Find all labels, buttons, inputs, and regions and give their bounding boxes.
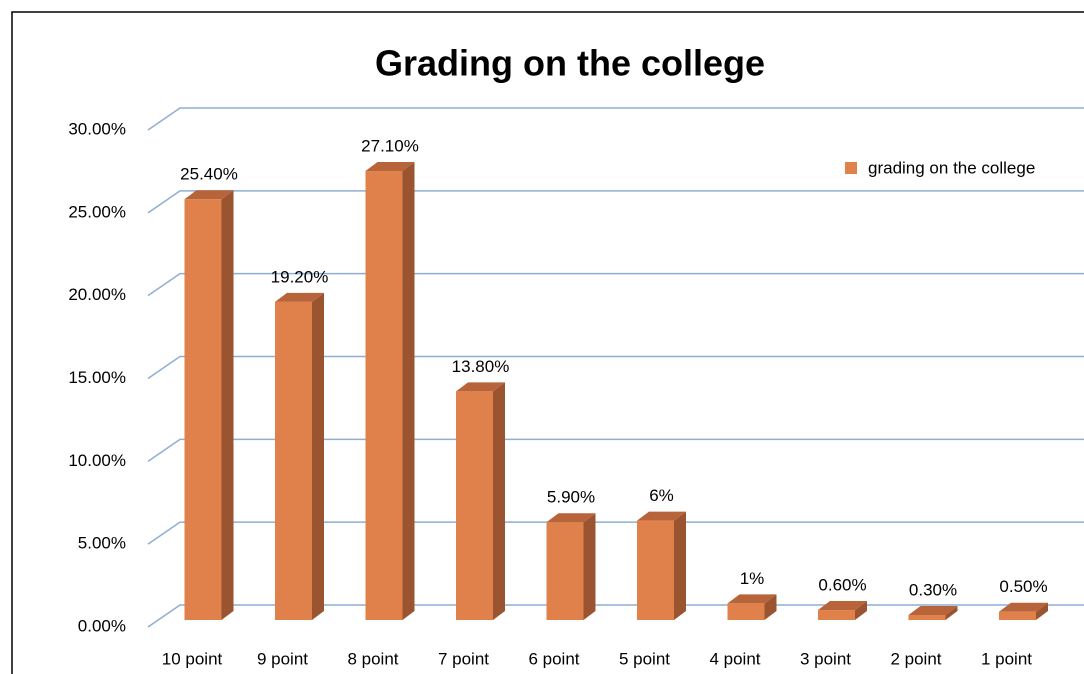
x-tick-label: 2 point bbox=[890, 649, 941, 668]
bar-side bbox=[674, 511, 686, 620]
data-label: 0.50% bbox=[999, 577, 1047, 596]
bar-top bbox=[365, 162, 415, 172]
bar-top bbox=[546, 513, 596, 523]
bar-side bbox=[221, 190, 234, 620]
grid-line bbox=[147, 438, 1084, 462]
bar-side bbox=[402, 162, 415, 620]
data-label: 25.40% bbox=[180, 165, 238, 184]
bar bbox=[908, 606, 958, 620]
y-tick-label: 10.00% bbox=[68, 451, 126, 470]
x-tick-label: 10 point bbox=[162, 649, 223, 668]
y-tick-label: 20.00% bbox=[68, 285, 126, 304]
bar-top bbox=[999, 602, 1048, 612]
data-label: 0.60% bbox=[818, 576, 866, 595]
y-tick-label: 25.00% bbox=[68, 202, 126, 221]
grid-line bbox=[147, 355, 1084, 380]
bar-front bbox=[365, 171, 403, 620]
chart-title: Grading on the college bbox=[375, 43, 765, 84]
bar bbox=[999, 602, 1048, 620]
bar-front bbox=[184, 199, 222, 620]
y-tick-label: 30.00% bbox=[68, 119, 126, 138]
x-tick-label: 7 point bbox=[438, 649, 489, 668]
bar bbox=[637, 511, 686, 620]
bar-side bbox=[583, 513, 596, 620]
data-label: 6% bbox=[649, 486, 674, 505]
bar bbox=[727, 594, 777, 620]
data-label: 1% bbox=[740, 569, 765, 588]
bar-front bbox=[908, 615, 946, 620]
bar bbox=[818, 601, 867, 620]
data-label: 0.30% bbox=[909, 581, 957, 600]
x-tick-label: 4 point bbox=[709, 649, 760, 668]
bar-side bbox=[312, 292, 324, 620]
bar bbox=[275, 292, 324, 620]
x-tick-label: 6 point bbox=[528, 649, 579, 668]
x-tick-label: 1 point bbox=[981, 649, 1032, 668]
data-label: 13.80% bbox=[452, 357, 510, 376]
legend-label: grading on the college bbox=[868, 158, 1035, 177]
grid-line bbox=[147, 190, 1084, 214]
bar-front bbox=[637, 520, 674, 620]
grid-line bbox=[147, 107, 1084, 131]
bar-front bbox=[818, 610, 855, 620]
x-tick-label: 8 point bbox=[347, 649, 398, 668]
bar-top bbox=[818, 601, 867, 611]
bar-top bbox=[456, 382, 505, 392]
bar-side bbox=[945, 606, 958, 620]
bar bbox=[365, 162, 415, 620]
data-label: 27.10% bbox=[361, 137, 419, 156]
bar bbox=[184, 190, 234, 620]
x-tick-label: 9 point bbox=[257, 649, 308, 668]
bar-side bbox=[1036, 602, 1048, 620]
bar bbox=[456, 382, 505, 620]
bar-front bbox=[727, 603, 765, 620]
bar-front bbox=[999, 611, 1036, 620]
legend-marker bbox=[845, 162, 857, 174]
bar-side bbox=[493, 382, 505, 620]
bar-top bbox=[184, 190, 234, 200]
y-tick-label: 0.00% bbox=[78, 616, 126, 635]
x-tick-label: 3 point bbox=[800, 649, 851, 668]
data-label: 19.20% bbox=[271, 267, 329, 286]
bar-front bbox=[275, 301, 312, 620]
chart-frame bbox=[11, 11, 1084, 674]
bar-side bbox=[764, 594, 777, 620]
bar-top bbox=[275, 292, 324, 302]
bar-side bbox=[855, 601, 867, 620]
bar-top bbox=[637, 511, 686, 521]
bar-top bbox=[908, 606, 958, 616]
bar bbox=[546, 513, 596, 620]
bar-front bbox=[456, 391, 493, 620]
bar-top bbox=[727, 594, 777, 604]
bar-front bbox=[546, 522, 584, 620]
y-tick-label: 15.00% bbox=[68, 368, 126, 387]
data-label: 5.90% bbox=[547, 488, 595, 507]
grid-line bbox=[147, 272, 1084, 297]
grid-line bbox=[147, 604, 1084, 628]
x-tick-label: 5 point bbox=[619, 649, 670, 668]
grid-line bbox=[147, 521, 1084, 545]
y-tick-label: 5.00% bbox=[78, 534, 126, 553]
